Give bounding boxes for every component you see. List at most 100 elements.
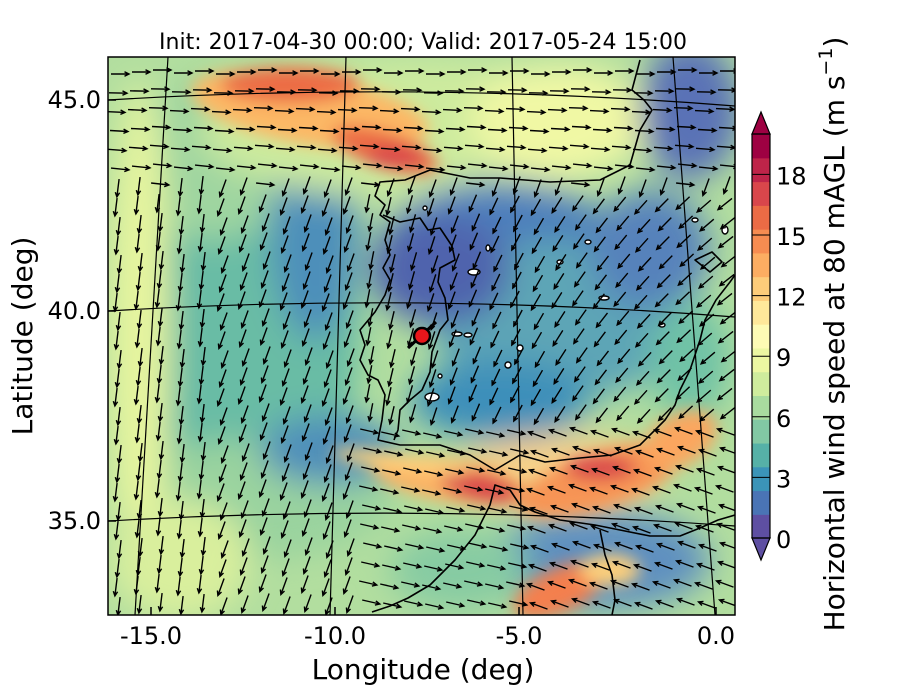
wind-vector-arrow [176, 520, 183, 540]
wind-vector-arrow [695, 562, 715, 571]
wind-vector-arrow [283, 444, 292, 464]
wind-vector-arrow [567, 483, 587, 492]
wind-vector-arrow [651, 580, 671, 589]
wind-vector-arrow [613, 196, 627, 213]
wind-vector-arrow [238, 234, 247, 254]
wind-vector-arrow [611, 465, 631, 474]
y-tick-label: 35.0 [48, 507, 101, 535]
wind-vector-arrow [178, 406, 185, 426]
wind-vector-arrow [175, 197, 182, 217]
lat-lon-gridlines [108, 57, 735, 615]
wind-vector-arrow [407, 176, 416, 196]
wind-vector-arrow [158, 251, 165, 271]
wind-vector-arrow [113, 521, 120, 541]
wind-vector-arrow [238, 424, 247, 444]
wind-vector-arrow [596, 178, 605, 198]
wind-vector-arrow [115, 217, 122, 237]
wind-vector-arrow [199, 309, 206, 329]
wind-vector-arrow [152, 162, 173, 169]
wind-vector-arrow [277, 127, 298, 134]
wind-vector-arrow [133, 291, 140, 311]
wind-vector-arrow [489, 450, 509, 457]
wind-vector-arrow [240, 405, 249, 425]
wind-vector-arrow [116, 255, 123, 275]
wind-vector-arrow [299, 163, 320, 170]
wind-vector-arrow [694, 108, 715, 115]
wind-vector-arrow [633, 199, 648, 215]
wind-vector-arrow [172, 127, 193, 134]
wind-vector-arrow [179, 539, 186, 559]
wind-vector-arrow [237, 69, 257, 75]
reservoir-shape [584, 239, 592, 245]
parallel-35 [108, 512, 735, 527]
wind-vector-arrow [450, 310, 459, 329]
wind-vector-arrow [674, 143, 695, 150]
wind-vector-arrow [525, 582, 545, 591]
wind-vector-arrow [116, 350, 123, 370]
wind-vector-arrow [178, 501, 185, 521]
wind-vector-arrow [405, 68, 425, 74]
wind-vector-arrow [278, 165, 299, 172]
wind-vector-arrow [506, 144, 527, 151]
wind-vector-arrow [262, 536, 271, 556]
wind-vector-arrow [492, 216, 502, 235]
wind-vector-arrow [694, 429, 714, 438]
wind-vector-arrow [550, 447, 570, 456]
colorbar-label-exponent: −1 [815, 48, 837, 76]
wind-vector-arrow [253, 105, 274, 111]
wind-vector-arrow [568, 426, 588, 435]
wind-vector-arrow [512, 176, 521, 196]
wind-vector-arrow [617, 176, 626, 196]
wind-vector-arrow [468, 542, 488, 549]
wind-vector-arrow [719, 311, 735, 325]
wind-vector-arrow [444, 430, 464, 437]
wind-vector-arrow [235, 126, 256, 133]
wind-vector-arrow [132, 69, 152, 75]
wind-vector-arrow [590, 562, 610, 571]
wind-vector-arrow [430, 255, 439, 275]
wind-vector-arrow [716, 144, 735, 151]
wind-vector-arrow [450, 215, 459, 234]
wind-vector-arrow [108, 109, 127, 116]
wind-vector-arrow [197, 518, 204, 538]
wind-vector-arrow [717, 330, 734, 344]
wind-vector-arrow [464, 485, 484, 492]
wind-vector-arrow [534, 350, 546, 369]
wind-vector-arrow [553, 273, 565, 290]
wind-vector-arrow [699, 70, 719, 76]
wind-vector-arrow [281, 273, 290, 293]
wind-vector-arrow [360, 86, 381, 92]
wind-vector-arrow [678, 310, 694, 325]
wind-vector-arrow [631, 525, 651, 534]
wind-vector-arrow [322, 236, 331, 256]
wind-vector-arrow [151, 181, 171, 188]
wind-vector-arrow [367, 403, 374, 423]
wind-vector-arrow [239, 557, 248, 577]
wind-vector-arrow [321, 71, 341, 77]
wind-vector-arrow [596, 350, 610, 367]
wind-vector-arrow [491, 368, 501, 387]
wind-vector-arrow [116, 540, 123, 560]
wind-vector-arrow [239, 367, 248, 387]
wind-vector-arrow [571, 540, 591, 549]
wind-vector-arrow [406, 195, 414, 215]
wind-vector-arrow [613, 541, 633, 550]
wind-vector-arrow [240, 500, 249, 520]
wind-vector-arrow [220, 350, 229, 370]
wind-vector-arrow [472, 346, 482, 365]
wind-vector-arrow [279, 292, 288, 312]
wind-vector-arrow [279, 482, 288, 502]
wind-vector-arrow [570, 597, 590, 606]
wind-vector-arrow [613, 386, 627, 403]
wind-vector-arrow [344, 177, 353, 197]
wind-vector-arrow [407, 233, 415, 253]
wind-vector-arrow [510, 448, 530, 455]
wind-vector-arrow [655, 236, 670, 251]
wind-vector-arrow [303, 309, 312, 329]
wind-vector-arrow [675, 196, 691, 211]
wind-vector-arrow [699, 351, 716, 365]
wind-vector-arrow [533, 217, 545, 236]
wind-vector-arrow [196, 575, 203, 595]
wind-vector-arrow [443, 487, 463, 494]
wind-vector-arrow [366, 365, 373, 385]
